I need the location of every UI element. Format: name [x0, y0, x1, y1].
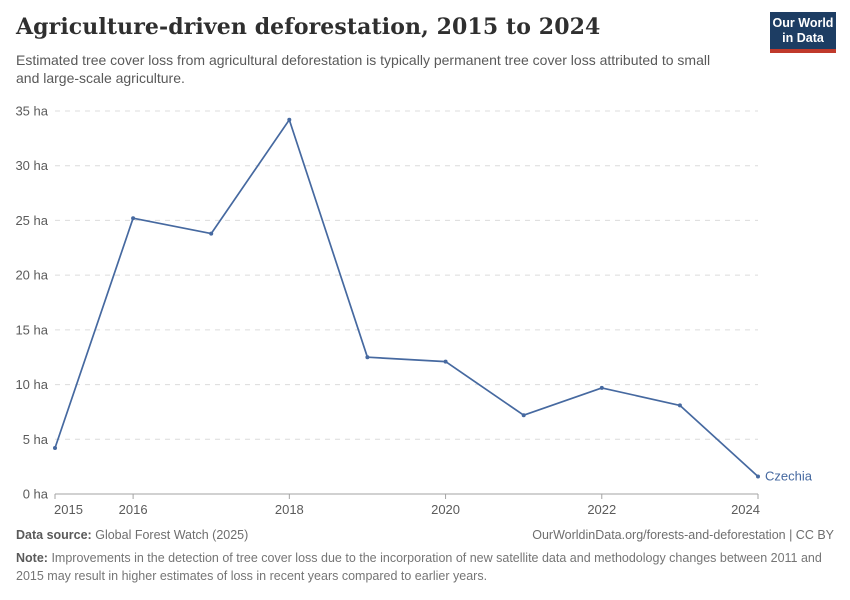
chart-subtitle: Estimated tree cover loss from agricultu… [16, 52, 711, 87]
data-line [54, 118, 759, 478]
data-point [287, 117, 292, 122]
data-point [443, 359, 448, 364]
line-chart: 0 ha 5 ha 10 ha 15 ha 20 ha 25 ha 30 ha 35 ha 20… [15, 104, 813, 518]
data-point [131, 216, 136, 221]
owid-logo-line1: Our World [772, 16, 834, 31]
x-axis-label: 2024 [731, 502, 760, 517]
data-point [756, 474, 760, 479]
data-point [677, 403, 682, 408]
y-axis-label: 20 ha [15, 268, 48, 283]
data-point [53, 446, 57, 450]
data-source-value: Global Forest Watch (2025) [95, 528, 249, 542]
x-axis-label: 2022 [587, 502, 616, 517]
data-point [209, 231, 214, 236]
x-axis-label: 2015 [54, 502, 83, 517]
data-source-label: Data source: [16, 528, 92, 542]
y-axis-label: 15 ha [15, 322, 48, 337]
y-axis-label: 30 ha [15, 158, 48, 173]
y-axis-label: 0 ha [23, 487, 49, 502]
chart-footer: Data source: Global Forest Watch (2025) … [16, 528, 834, 585]
x-axis-label: 2020 [431, 502, 460, 517]
data-source: Data source: Global Forest Watch (2025) [16, 528, 248, 542]
data-point [365, 355, 370, 360]
data-point [521, 413, 526, 418]
x-axis-label: 2016 [119, 502, 148, 517]
x-axis-label: 2018 [275, 502, 304, 517]
note-text: Improvements in the detection of tree co… [16, 551, 822, 583]
series-label: Czechia [765, 468, 813, 483]
data-point [599, 385, 604, 390]
owid-logo-line2: in Data [782, 30, 824, 45]
page-title: Agriculture-driven deforestation, 2015 t… [16, 14, 601, 40]
y-axis-label: 10 ha [15, 377, 48, 392]
y-axis-label: 25 ha [15, 213, 48, 228]
note-label: Note: [16, 551, 48, 565]
attribution: OurWorldinData.org/forests-and-deforesta… [532, 528, 834, 542]
owid-logo: Our World in Data [770, 12, 836, 53]
y-axis-label: 5 ha [23, 432, 49, 447]
chart-note: Note: Improvements in the detection of t… [16, 550, 834, 585]
y-axis-label: 35 ha [15, 104, 48, 119]
